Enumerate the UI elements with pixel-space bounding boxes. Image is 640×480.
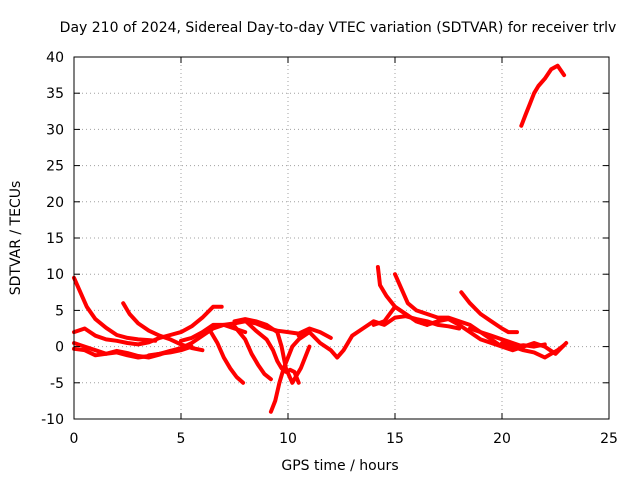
series-sat-b	[72, 304, 224, 347]
series-sat-i	[232, 324, 273, 382]
y-tick-label: 10	[46, 267, 64, 283]
x-tick-label: 0	[70, 431, 79, 447]
series-sat-j	[243, 318, 301, 385]
axes: 0 5 10 15 20 25 -10 -5 0 5 10 15 20 25 30 35 40	[41, 50, 618, 447]
y-tick-label: 5	[55, 303, 64, 319]
x-tick-label: 15	[386, 431, 404, 447]
series-sat-q	[459, 290, 519, 335]
series-sat-o	[393, 272, 526, 349]
y-tick-label: -5	[50, 376, 64, 392]
y-tick-label: -10	[41, 412, 64, 428]
x-tick-label: 10	[279, 431, 297, 447]
grid	[74, 57, 609, 419]
data-series	[72, 63, 569, 414]
y-tick-label: 0	[55, 340, 64, 356]
y-axis-label: SDTVAR / TECUs	[8, 181, 24, 296]
series-sat-t	[519, 63, 567, 128]
y-tick-label: 15	[46, 231, 64, 247]
series-sat-p	[371, 304, 547, 349]
y-tick-label: 35	[46, 86, 64, 102]
x-axis-label: GPS time / hours	[281, 458, 398, 474]
series-sat-s	[500, 341, 567, 360]
x-tick-label: 25	[600, 431, 618, 447]
series-sat-k	[232, 317, 312, 385]
y-tick-label: 20	[46, 195, 64, 211]
x-tick-label: 5	[177, 431, 186, 447]
series-sat-f	[146, 319, 333, 358]
series-sat-a	[72, 275, 158, 343]
series-sat-l	[268, 330, 312, 414]
x-tick-label: 20	[493, 431, 511, 447]
y-tick-label: 40	[46, 50, 64, 66]
chart-title: Day 210 of 2024, Sidereal Day-to-day VTE…	[60, 20, 617, 36]
y-tick-label: 25	[46, 159, 64, 175]
y-tick-label: 30	[46, 122, 64, 138]
series-sat-h	[206, 326, 246, 385]
